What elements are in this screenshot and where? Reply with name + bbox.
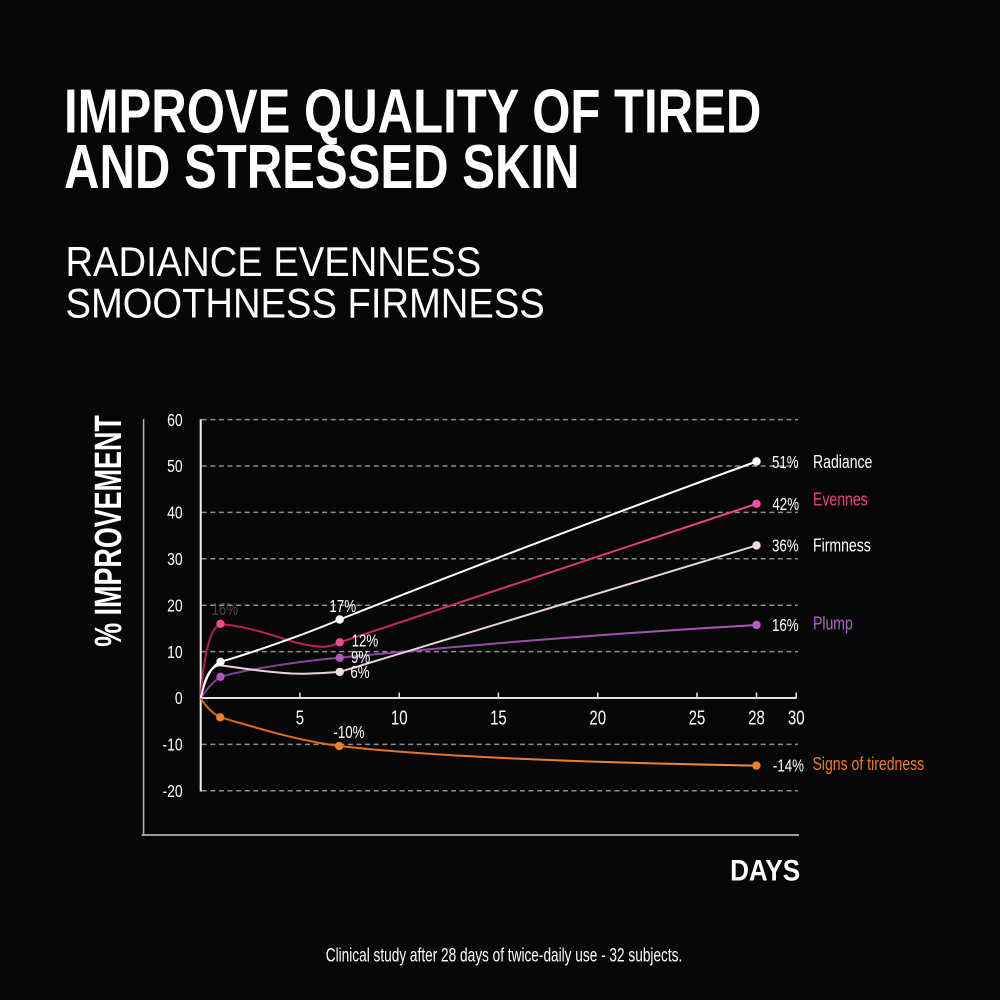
svg-text:Firmness: Firmness (813, 536, 871, 556)
svg-text:Signs of tiredness: Signs of tiredness (813, 754, 925, 774)
svg-text:16%: 16% (212, 600, 239, 619)
svg-text:28: 28 (748, 706, 765, 729)
svg-text:30: 30 (788, 706, 805, 729)
svg-text:51%: 51% (772, 453, 799, 472)
svg-text:IMPROVE QUALITY OF TIRED: IMPROVE QUALITY OF TIRED (64, 76, 761, 146)
svg-text:5: 5 (296, 706, 304, 729)
svg-text:0: 0 (175, 690, 183, 709)
svg-text:Radiance: Radiance (813, 452, 872, 472)
svg-text:15: 15 (490, 706, 507, 729)
svg-text:-10%: -10% (333, 723, 364, 742)
svg-text:17%: 17% (329, 597, 356, 616)
svg-text:6%: 6% (350, 663, 369, 682)
svg-text:36%: 36% (772, 537, 799, 556)
svg-text:Clinical study after 28 days o: Clinical study after 28 days of twice-da… (326, 944, 683, 966)
svg-text:Evennes: Evennes (813, 490, 868, 510)
svg-text:-20: -20 (162, 783, 182, 802)
svg-text:-14%: -14% (773, 757, 804, 776)
svg-text:SMOOTHNESS FIRMNESS: SMOOTHNESS FIRMNESS (66, 281, 545, 327)
svg-text:25: 25 (689, 706, 706, 729)
svg-text:% IMPROVEMENT: % IMPROVEMENT (86, 415, 129, 647)
svg-text:40: 40 (167, 504, 183, 523)
svg-text:9%: 9% (351, 648, 370, 667)
svg-text:16%: 16% (772, 616, 799, 635)
svg-text:Plump: Plump (813, 614, 853, 634)
svg-text:42%: 42% (772, 495, 799, 514)
svg-text:10: 10 (391, 706, 408, 729)
svg-text:60: 60 (167, 411, 183, 430)
svg-text:RADIANCE EVENNESS: RADIANCE EVENNESS (66, 239, 482, 285)
svg-text:DAYS: DAYS (730, 854, 800, 887)
svg-text:20: 20 (589, 706, 606, 729)
svg-text:30: 30 (167, 551, 183, 570)
svg-text:50: 50 (167, 458, 183, 477)
svg-text:AND STRESSED SKIN: AND STRESSED SKIN (64, 131, 580, 201)
svg-text:20: 20 (167, 597, 183, 616)
svg-text:10: 10 (167, 643, 183, 662)
svg-text:12%: 12% (352, 632, 379, 651)
svg-text:-10: -10 (162, 736, 182, 755)
